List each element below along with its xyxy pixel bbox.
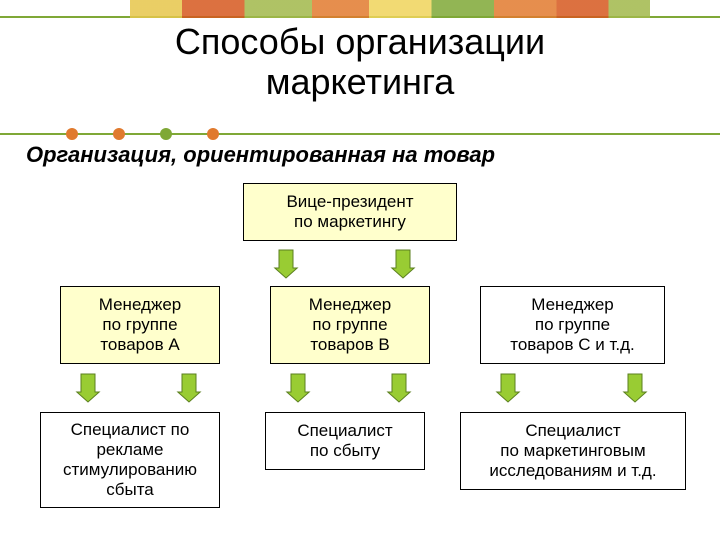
decor-strip <box>130 0 650 18</box>
bullet-dot <box>66 128 78 140</box>
node-s3: Специалистпо маркетинговымисследованиям … <box>460 412 686 490</box>
page-title: Способы организации маркетинга <box>0 22 720 103</box>
arrow-down-icon <box>497 374 519 402</box>
bullet-dot <box>207 128 219 140</box>
node-m3: Менеджерпо группетоваров С и т.д. <box>480 286 665 364</box>
arrow-down-icon <box>287 374 309 402</box>
node-m1: Менеджерпо группетоваров А <box>60 286 220 364</box>
arrow-down-icon <box>388 374 410 402</box>
arrow-down-icon <box>392 250 414 278</box>
top-border-decor <box>0 0 720 18</box>
arrow-down-icon <box>178 374 200 402</box>
node-s2: Специалистпо сбыту <box>265 412 425 470</box>
bullet-dot <box>160 128 172 140</box>
arrow-down-icon <box>275 250 297 278</box>
subtitle: Организация, ориентированная на товар <box>26 142 495 168</box>
title-line-1: Способы организации <box>175 21 545 62</box>
bullets-line <box>0 133 720 135</box>
arrow-down-icon <box>624 374 646 402</box>
node-s1: Специалист порекламестимулированиюсбыта <box>40 412 220 508</box>
node-top: Вице-президентпо маркетингу <box>243 183 457 241</box>
arrow-down-icon <box>77 374 99 402</box>
title-line-2: маркетинга <box>266 61 455 102</box>
node-m2: Менеджерпо группетоваров В <box>270 286 430 364</box>
bullet-dot <box>113 128 125 140</box>
